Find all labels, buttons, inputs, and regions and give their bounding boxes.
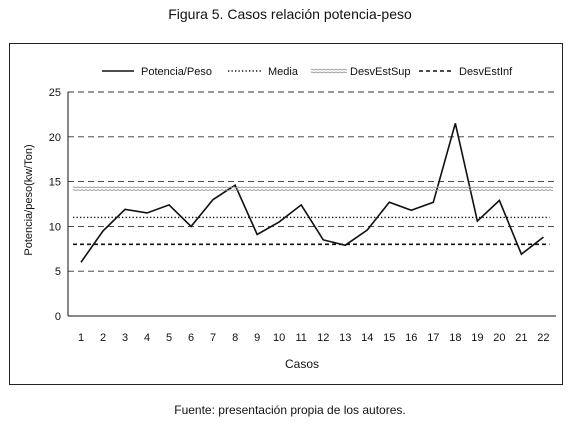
x-tick-label: 19: [471, 332, 483, 344]
y-tick-label: 25: [49, 87, 61, 99]
legend-swatch: [310, 68, 348, 71]
y-axis-label: Potencia/peso(kw/Ton): [23, 144, 35, 255]
x-tick-label: 9: [254, 332, 260, 344]
legend-label: DesvEstInf: [459, 66, 513, 78]
series-desvestsup-line: [72, 186, 554, 189]
y-tick-label: 20: [49, 132, 61, 144]
y-tick-label: 5: [55, 266, 61, 278]
legend-label: DesvEstSup: [350, 66, 411, 78]
x-tick-label: 15: [383, 332, 395, 344]
y-tick-label: 0: [55, 311, 61, 323]
x-tick-label: 2: [100, 332, 106, 344]
x-tick-label: 10: [273, 332, 285, 344]
source-note: Fuente: presentación propia de los autor…: [174, 403, 406, 417]
x-tick-label: 20: [493, 332, 505, 344]
x-tick-label: 11: [295, 332, 306, 344]
y-tick-label: 15: [49, 177, 61, 189]
series-potencia-peso-line: [80, 123, 544, 263]
legend-label: Media: [268, 66, 299, 78]
x-tick-label: 1: [78, 332, 84, 344]
grid-lines: [68, 91, 556, 272]
x-tick-label: 21: [515, 332, 527, 344]
x-tick-label: 6: [188, 332, 194, 344]
series-desvestsup-line-2: [72, 189, 554, 192]
legend: Potencia/Peso Media DesvEstSup DesvEstInf: [102, 66, 513, 78]
series-lines: [72, 123, 554, 263]
legend-label: Potencia/Peso: [141, 66, 212, 78]
x-tick-label: 3: [122, 332, 128, 344]
x-tick-label: 5: [166, 332, 172, 344]
x-tick-label: 14: [361, 332, 373, 344]
x-tick-label: 4: [144, 332, 150, 344]
y-tick-label: 10: [49, 221, 61, 233]
x-tick-label: 13: [339, 332, 351, 344]
x-tick-label: 18: [449, 332, 461, 344]
x-tick-label: 12: [317, 332, 329, 344]
figure-title: Figura 5. Casos relación potencia-peso: [168, 6, 412, 22]
chart-frame: [9, 43, 563, 385]
legend-swatch-2: [310, 71, 348, 74]
x-tick-label: 22: [537, 332, 549, 344]
x-axis-label: Casos: [285, 357, 319, 371]
axes: [67, 92, 556, 317]
x-tick-label: 7: [210, 332, 216, 344]
x-tick-label: 17: [427, 332, 439, 344]
x-tick-label: 8: [232, 332, 238, 344]
x-tick-label: 16: [405, 332, 417, 344]
